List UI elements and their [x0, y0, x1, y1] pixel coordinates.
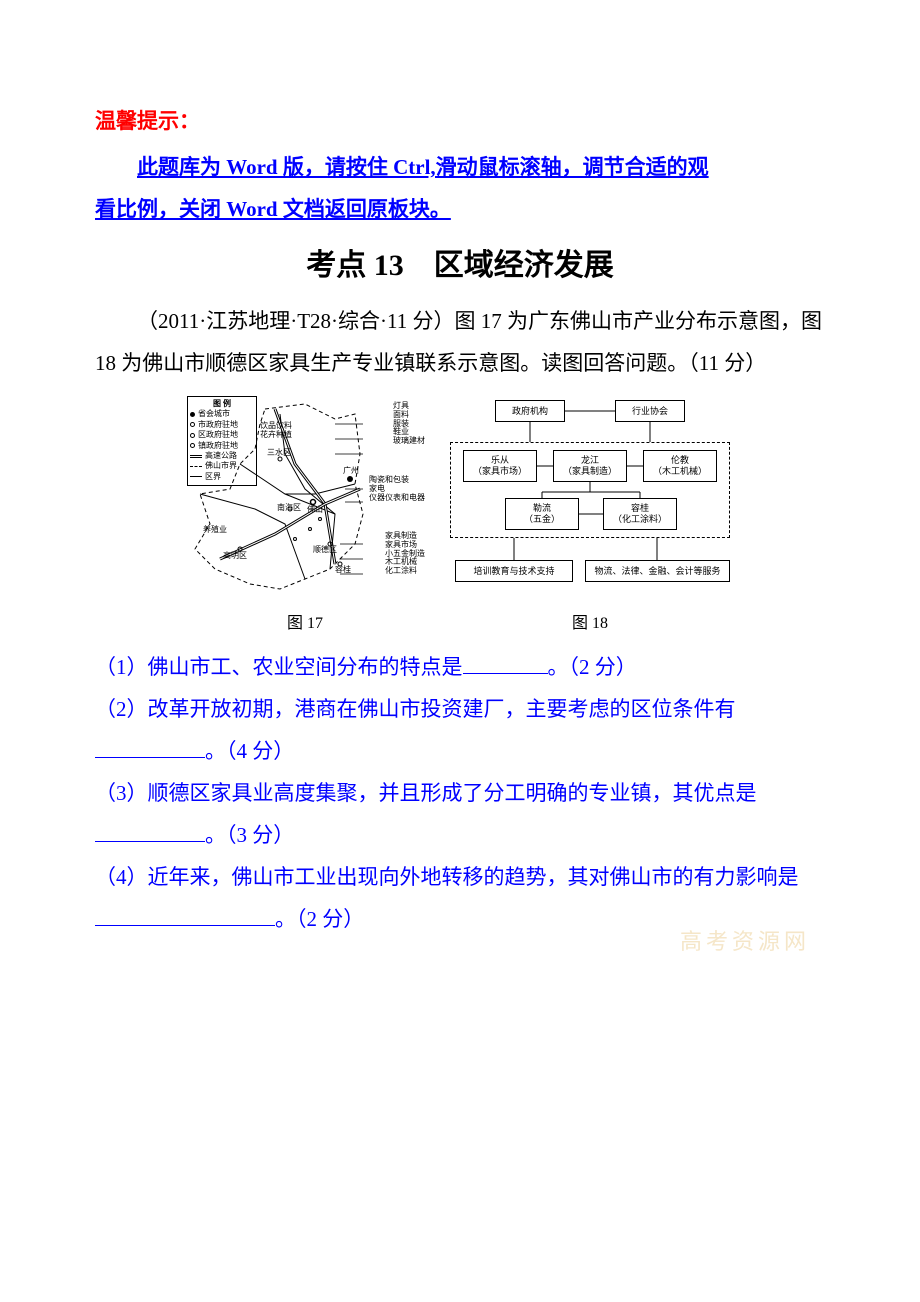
figure-17: 图 例 省会城市 市政府驻地 区政府驻地 镇政府驻地 高速公路 佛山市界 区界 [185, 394, 425, 640]
map-label-left-1: 饮品饮料 花卉种植 [260, 422, 292, 440]
question-1: （1）佛山市工、农业空间分布的特点是 。（2 分） [95, 646, 825, 688]
question-4: （4）近年来，佛山市工业出现向外地转移的趋势，其对佛山市的有力影响是 [95, 856, 825, 898]
question-intro: （2011·江苏地理·T28·综合·11 分）图 17 为广东佛山市产业分布示意… [95, 300, 825, 384]
figure-18: 政府机构 行业协会 乐从 （家具市场） 龙江 （家具制造） 伦教 （木工机械） … [445, 394, 735, 640]
tip-line-1: 此题库为 Word 版，请按住 Ctrl,滑动鼠标滚轴，调节合适的观 [95, 146, 825, 188]
q4-text: （4）近年来，佛山市工业出现向外地转移的趋势，其对佛山市的有力影响是 [95, 865, 799, 889]
city-label: 三水区 [267, 449, 291, 458]
q3-blank [95, 821, 205, 842]
map-label-right-2: 陶瓷和包装 家电 仪器仪表和电器 [369, 476, 425, 502]
fig17-map: 图 例 省会城市 市政府驻地 区政府驻地 镇政府驻地 高速公路 佛山市界 区界 [185, 394, 425, 604]
city-label: 顺德区 [313, 546, 337, 555]
city-label: 广州 [343, 467, 359, 476]
city-label: 高明区 [223, 552, 247, 561]
question-2: （2）改革开放初期，港商在佛山市投资建厂，主要考虑的区位条件有 [95, 688, 825, 730]
q3-text: （3）顺德区家具业高度集聚，并且形成了分工明确的专业镇，其优点是 [95, 781, 757, 805]
question-3: （3）顺德区家具业高度集聚，并且形成了分工明确的专业镇，其优点是 [95, 772, 825, 814]
city-label: 南海区 [277, 504, 301, 513]
figure-row: 图 例 省会城市 市政府驻地 区政府驻地 镇政府驻地 高速公路 佛山市界 区界 [95, 394, 825, 640]
city-label: 容桂 [335, 566, 351, 575]
main-title: 考点 13 区域经济发展 [95, 236, 825, 296]
q4-blank [95, 905, 275, 926]
q3-tail: 。（3 分） [205, 823, 294, 847]
map-label-right-3: 家具制造 家具市场 小五金制造 木工机械 化工涂料 [385, 532, 425, 576]
q1-blank [463, 653, 548, 674]
question-4-blank: 。（2 分） [95, 898, 825, 940]
q4-tail: 。（2 分） [275, 907, 364, 931]
fig17-caption: 图 17 [287, 608, 323, 640]
fig18-lines [445, 394, 735, 604]
q2-text: （2）改革开放初期，港商在佛山市投资建厂，主要考虑的区位条件有 [95, 697, 736, 721]
q1-tail: 。（2 分） [548, 655, 637, 679]
q1-text: （1）佛山市工、农业空间分布的特点是 [95, 655, 463, 679]
map-label-left-2: 养殖业 [203, 526, 227, 535]
question-2-blank: 。（4 分） [95, 730, 825, 772]
fig18-caption: 图 18 [572, 608, 608, 640]
fig18-diagram: 政府机构 行业协会 乐从 （家具市场） 龙江 （家具制造） 伦教 （木工机械） … [445, 394, 735, 604]
q2-tail: 。（4 分） [205, 739, 294, 763]
city-label: 佛山 [307, 506, 323, 515]
map-label-right-1: 灯具 面料 服装 鞋业 玻璃建材 [393, 402, 425, 446]
tip-header: 温馨提示： [95, 100, 825, 142]
tip-line-3: 看比例，关闭 Word 文档返回原板块。 [95, 188, 825, 230]
q2-blank [95, 737, 205, 758]
question-3-blank: 。（3 分） [95, 814, 825, 856]
